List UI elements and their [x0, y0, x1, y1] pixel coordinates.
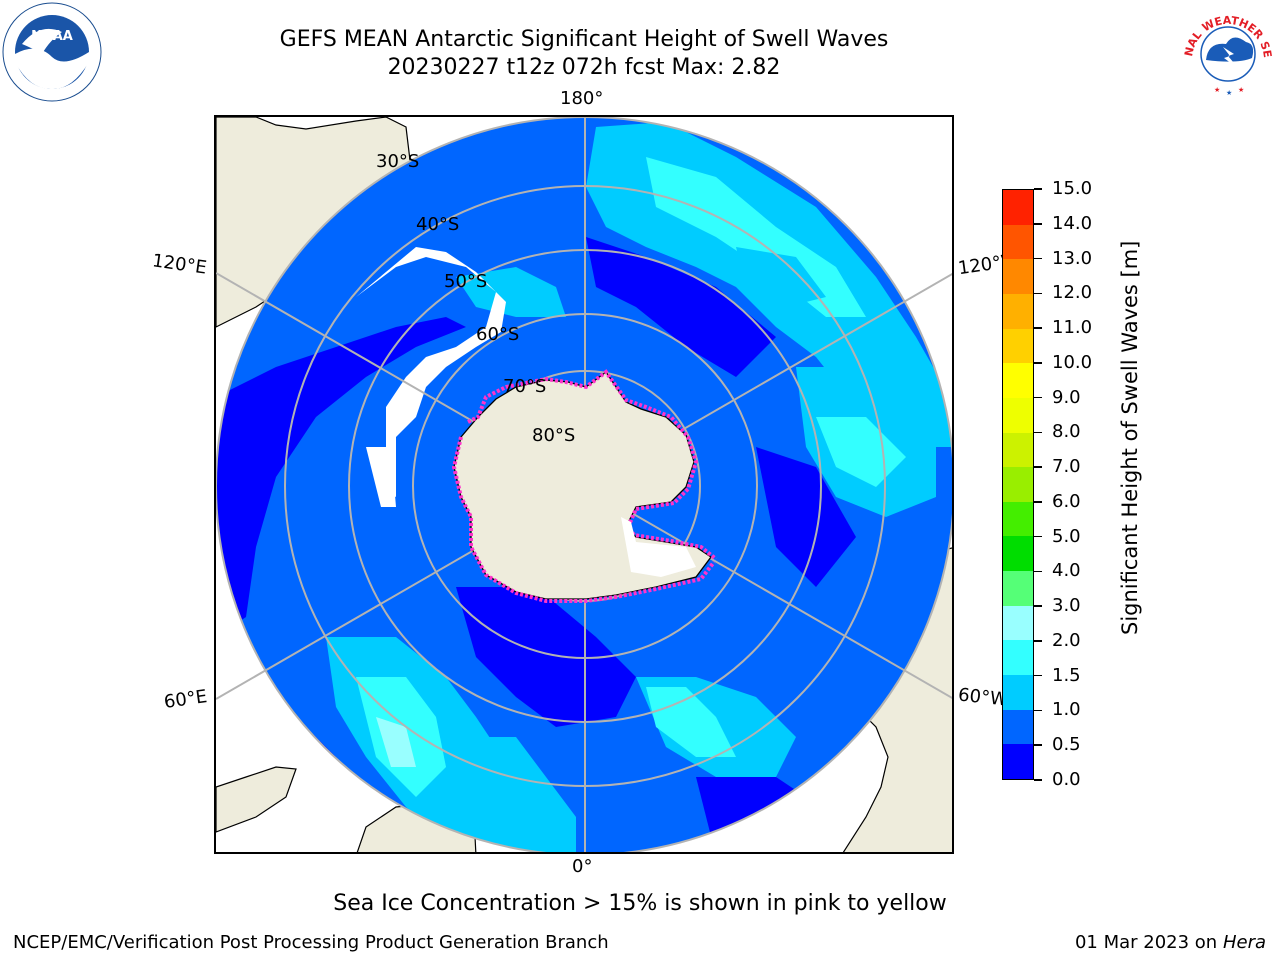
chart-title-line2: 20230227 t12z 072h fcst Max: 2.82 [387, 55, 781, 80]
colorbar-tick-label: 3.0 [1052, 595, 1081, 617]
svg-text:★: ★ [1238, 86, 1244, 94]
colorbar-segment [1003, 190, 1033, 225]
colorbar-tick-label: 1.0 [1052, 699, 1081, 721]
colorbar-tick-label: 0.5 [1052, 734, 1081, 756]
colorbar-label-text: Significant Height of Swell Waves [m] [1118, 240, 1142, 635]
nws-logo-icon: NATIONAL WEATHER SERVICE ★ ★ ★ [1178, 2, 1277, 101]
colorbar-segment [1003, 224, 1033, 260]
chart-title-line1: GEFS MEAN Antarctic Significant Height o… [279, 27, 889, 52]
colorbar-tick-mark [1034, 501, 1042, 503]
colorbar-tick-mark [1034, 223, 1042, 225]
antarctica [451, 369, 718, 603]
colorbar-tick-mark [1034, 466, 1042, 468]
colorbar-tick-label: 5.0 [1052, 525, 1081, 547]
colorbar-segment [1003, 536, 1033, 572]
run-date-text: 01 Mar 2023 on [1074, 932, 1218, 953]
colorbar-tick-label: 4.0 [1052, 560, 1081, 582]
colorbar-tick-mark [1034, 744, 1042, 746]
colorbar-tick-mark [1034, 535, 1042, 538]
colorbar-segment [1003, 605, 1033, 641]
svg-text:★: ★ [1226, 89, 1232, 97]
colorbar-segments [1003, 190, 1033, 779]
colorbar-tick-mark [1034, 431, 1042, 434]
colorbar-segment [1003, 363, 1033, 398]
colorbar-tick-label: 7.0 [1052, 456, 1081, 478]
colorbar-segment [1003, 571, 1033, 606]
noaa-logo-text: NOAA [31, 29, 73, 44]
colorbar-tick-mark [1034, 605, 1042, 607]
lon-label-60w: 60°W [957, 684, 1009, 711]
colorbar-tick-label: 15.0 [1052, 178, 1093, 199]
colorbar-segment [1003, 293, 1033, 329]
colorbar-tick-label: 14.0 [1052, 212, 1093, 234]
colorbar-tick-mark [1034, 396, 1042, 399]
colorbar-segment [1003, 259, 1033, 294]
lon-label-0: 0° [572, 856, 593, 877]
colorbar-segment [1003, 432, 1033, 468]
lat-label-70s: 70°S [503, 376, 547, 397]
colorbar-tick-label: 8.0 [1052, 421, 1081, 443]
colorbar-tick-mark [1034, 362, 1042, 364]
run-date: 01 Mar 2023 on Hera [1075, 932, 1266, 953]
colorbar-tick-mark [1034, 640, 1042, 642]
colorbar-tick-mark [1034, 188, 1042, 190]
colorbar-tick-label: 6.0 [1052, 490, 1081, 512]
colorbar-tick-label: 13.0 [1052, 247, 1093, 269]
colorbar-tick-label: 12.0 [1052, 282, 1093, 304]
colorbar-segment [1003, 744, 1033, 779]
colorbar-tick-mark [1034, 570, 1042, 573]
colorbar-tick-label: 0.0 [1052, 769, 1081, 790]
producer-credit: NCEP/EMC/Verification Post Processing Pr… [13, 932, 609, 953]
colorbar-tick-label: 2.0 [1052, 629, 1081, 651]
colorbar-tick-label: 10.0 [1052, 351, 1093, 373]
sea-ice-footnote: Sea Ice Concentration > 15% is shown in … [333, 891, 947, 916]
colorbar-tick-mark [1034, 779, 1042, 781]
colorbar-segment [1003, 501, 1033, 537]
colorbar-tick-mark [1034, 257, 1042, 260]
colorbar-segment [1003, 397, 1033, 433]
colorbar-tick-label: 9.0 [1052, 386, 1081, 408]
colorbar-tick-label: 11.0 [1052, 317, 1093, 339]
polar-map: 30°S 40°S 50°S 60°S 70°S 80°S [214, 115, 954, 854]
colorbar-segment [1003, 467, 1033, 502]
lat-label-80s: 80°S [532, 425, 576, 446]
run-host: Hera [1222, 932, 1266, 953]
colorbar-segment [1003, 640, 1033, 676]
colorbar-tick-mark [1034, 327, 1042, 329]
polar-map-canvas [216, 117, 952, 852]
colorbar-tick-label: 1.5 [1052, 664, 1081, 686]
lon-label-60e: 60°E [162, 686, 209, 713]
lon-label-120e: 120°E [150, 250, 208, 279]
colorbar [1002, 189, 1034, 780]
lat-label-50s: 50°S [444, 271, 488, 292]
noaa-logo-icon: NOAA [2, 2, 102, 102]
colorbar-tick-mark [1034, 709, 1042, 712]
colorbar-segment [1003, 328, 1033, 364]
svg-text:★: ★ [1214, 86, 1220, 94]
colorbar-tick-mark [1034, 292, 1042, 295]
lat-label-40s: 40°S [416, 214, 460, 235]
lon-label-180: 180° [560, 88, 604, 109]
lat-label-30s: 30°S [376, 151, 420, 172]
colorbar-tick-mark [1034, 674, 1042, 677]
lat-label-60s: 60°S [476, 324, 520, 345]
colorbar-segment [1003, 675, 1033, 710]
colorbar-segment [1003, 709, 1033, 745]
